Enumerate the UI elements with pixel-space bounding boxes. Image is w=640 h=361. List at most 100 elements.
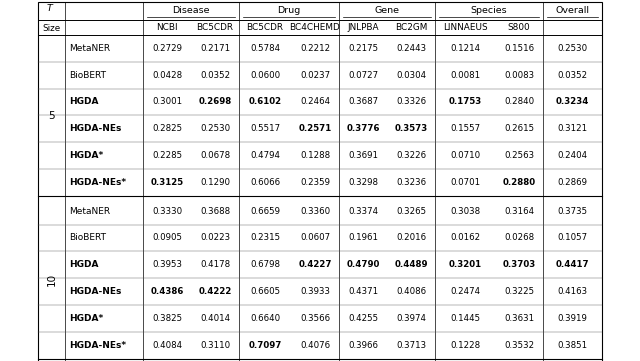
Text: 0.6640: 0.6640 bbox=[250, 314, 280, 323]
Text: BC4CHEMD: BC4CHEMD bbox=[290, 23, 340, 32]
Text: 0.0081: 0.0081 bbox=[450, 71, 480, 80]
Text: 0.3001: 0.3001 bbox=[152, 97, 182, 106]
Text: MetaNER: MetaNER bbox=[69, 207, 110, 216]
Text: 0.2359: 0.2359 bbox=[300, 178, 330, 187]
Text: 0.2825: 0.2825 bbox=[152, 124, 182, 133]
Text: Overall: Overall bbox=[556, 6, 589, 15]
Text: 0.0710: 0.0710 bbox=[450, 151, 480, 160]
Text: 0.0701: 0.0701 bbox=[450, 178, 480, 187]
Text: 0.0727: 0.0727 bbox=[348, 71, 378, 80]
Text: 0.3713: 0.3713 bbox=[396, 341, 426, 350]
Text: Species: Species bbox=[470, 6, 508, 15]
Text: 0.1516: 0.1516 bbox=[504, 44, 534, 53]
Text: 0.3330: 0.3330 bbox=[152, 207, 182, 216]
Text: 0.3566: 0.3566 bbox=[300, 314, 330, 323]
Text: 0.0678: 0.0678 bbox=[200, 151, 230, 160]
Text: 0.2571: 0.2571 bbox=[298, 124, 332, 133]
Text: 0.2840: 0.2840 bbox=[504, 97, 534, 106]
Text: 0.2563: 0.2563 bbox=[504, 151, 534, 160]
Text: BC5CDR: BC5CDR bbox=[246, 23, 284, 32]
Text: 0.3326: 0.3326 bbox=[396, 97, 426, 106]
Text: 0.1445: 0.1445 bbox=[450, 314, 480, 323]
Text: 0.3735: 0.3735 bbox=[557, 207, 588, 216]
Text: 0.2869: 0.2869 bbox=[557, 178, 588, 187]
Text: HGDA-NEs*: HGDA-NEs* bbox=[69, 178, 126, 187]
Text: 0.6102: 0.6102 bbox=[248, 97, 282, 106]
Text: 0.3201: 0.3201 bbox=[449, 260, 481, 269]
Text: 0.4086: 0.4086 bbox=[396, 287, 426, 296]
Text: 0.3688: 0.3688 bbox=[200, 207, 230, 216]
Text: 0.3121: 0.3121 bbox=[557, 124, 588, 133]
Text: BioBERT: BioBERT bbox=[69, 234, 106, 243]
Text: 0.3226: 0.3226 bbox=[396, 151, 426, 160]
Text: 0.3687: 0.3687 bbox=[348, 97, 378, 106]
Text: 5: 5 bbox=[48, 112, 55, 121]
Text: 0.5784: 0.5784 bbox=[250, 44, 280, 53]
Text: 0.1057: 0.1057 bbox=[557, 234, 588, 243]
Text: 0.0083: 0.0083 bbox=[504, 71, 534, 80]
Text: 0.3691: 0.3691 bbox=[348, 151, 378, 160]
Text: JNLPBA: JNLPBA bbox=[347, 23, 379, 32]
Text: 0.3236: 0.3236 bbox=[396, 178, 426, 187]
Text: 0.4222: 0.4222 bbox=[198, 287, 232, 296]
Text: BC2GM: BC2GM bbox=[395, 23, 427, 32]
Text: 0.6659: 0.6659 bbox=[250, 207, 280, 216]
Text: 0.2530: 0.2530 bbox=[200, 124, 230, 133]
Text: 0.7097: 0.7097 bbox=[248, 341, 282, 350]
Text: 0.4227: 0.4227 bbox=[298, 260, 332, 269]
Text: 0.3966: 0.3966 bbox=[348, 341, 378, 350]
Text: 0.3125: 0.3125 bbox=[150, 178, 184, 187]
Text: 0.2615: 0.2615 bbox=[504, 124, 534, 133]
Text: 0.2285: 0.2285 bbox=[152, 151, 182, 160]
Text: 0.2212: 0.2212 bbox=[300, 44, 330, 53]
Text: 0.4371: 0.4371 bbox=[348, 287, 378, 296]
Text: 0.3360: 0.3360 bbox=[300, 207, 330, 216]
Text: MetaNER: MetaNER bbox=[69, 44, 110, 53]
Text: 0.4178: 0.4178 bbox=[200, 260, 230, 269]
Text: 0.2729: 0.2729 bbox=[152, 44, 182, 53]
Text: 0.4084: 0.4084 bbox=[152, 341, 182, 350]
Text: HGDA*: HGDA* bbox=[69, 314, 103, 323]
Text: 0.2880: 0.2880 bbox=[502, 178, 536, 187]
Text: 10: 10 bbox=[47, 273, 56, 286]
Text: 0.1290: 0.1290 bbox=[200, 178, 230, 187]
Text: BC5CDR: BC5CDR bbox=[196, 23, 234, 32]
Text: 0.3298: 0.3298 bbox=[348, 178, 378, 187]
Text: 0.3631: 0.3631 bbox=[504, 314, 534, 323]
Text: HGDA: HGDA bbox=[69, 260, 99, 269]
Text: 0.3038: 0.3038 bbox=[450, 207, 480, 216]
Text: 0.3164: 0.3164 bbox=[504, 207, 534, 216]
Text: 0.2175: 0.2175 bbox=[348, 44, 378, 53]
Text: 0.3532: 0.3532 bbox=[504, 341, 534, 350]
Text: 0.0268: 0.0268 bbox=[504, 234, 534, 243]
Text: 0.3374: 0.3374 bbox=[348, 207, 378, 216]
Text: 0.1557: 0.1557 bbox=[450, 124, 480, 133]
Text: 0.2698: 0.2698 bbox=[198, 97, 232, 106]
Text: LINNAEUS: LINNAEUS bbox=[443, 23, 487, 32]
Text: 0.3225: 0.3225 bbox=[504, 287, 534, 296]
Text: 0.2315: 0.2315 bbox=[250, 234, 280, 243]
Text: NCBI: NCBI bbox=[156, 23, 178, 32]
Text: 0.2016: 0.2016 bbox=[396, 234, 426, 243]
Text: 0.2404: 0.2404 bbox=[557, 151, 588, 160]
Text: 0.3974: 0.3974 bbox=[396, 314, 426, 323]
Text: 0.1228: 0.1228 bbox=[450, 341, 480, 350]
Text: Size: Size bbox=[42, 24, 61, 33]
Text: 0.0905: 0.0905 bbox=[152, 234, 182, 243]
Text: 0.3953: 0.3953 bbox=[152, 260, 182, 269]
Text: 0.0162: 0.0162 bbox=[450, 234, 480, 243]
Text: 0.0607: 0.0607 bbox=[300, 234, 330, 243]
Text: 0.0223: 0.0223 bbox=[200, 234, 230, 243]
Text: 0.2443: 0.2443 bbox=[396, 44, 426, 53]
Text: 0.6605: 0.6605 bbox=[250, 287, 280, 296]
Text: 0.1214: 0.1214 bbox=[450, 44, 480, 53]
Bar bbox=[38, 2, 602, 361]
Text: HGDA-NEs: HGDA-NEs bbox=[69, 287, 122, 296]
Text: HGDA-NEs*: HGDA-NEs* bbox=[69, 341, 126, 350]
Text: 0.4489: 0.4489 bbox=[394, 260, 428, 269]
Text: S800: S800 bbox=[508, 23, 531, 32]
Text: 0.0428: 0.0428 bbox=[152, 71, 182, 80]
Text: Gene: Gene bbox=[374, 6, 399, 15]
Text: HGDA: HGDA bbox=[69, 97, 99, 106]
Text: 0.3919: 0.3919 bbox=[557, 314, 588, 323]
